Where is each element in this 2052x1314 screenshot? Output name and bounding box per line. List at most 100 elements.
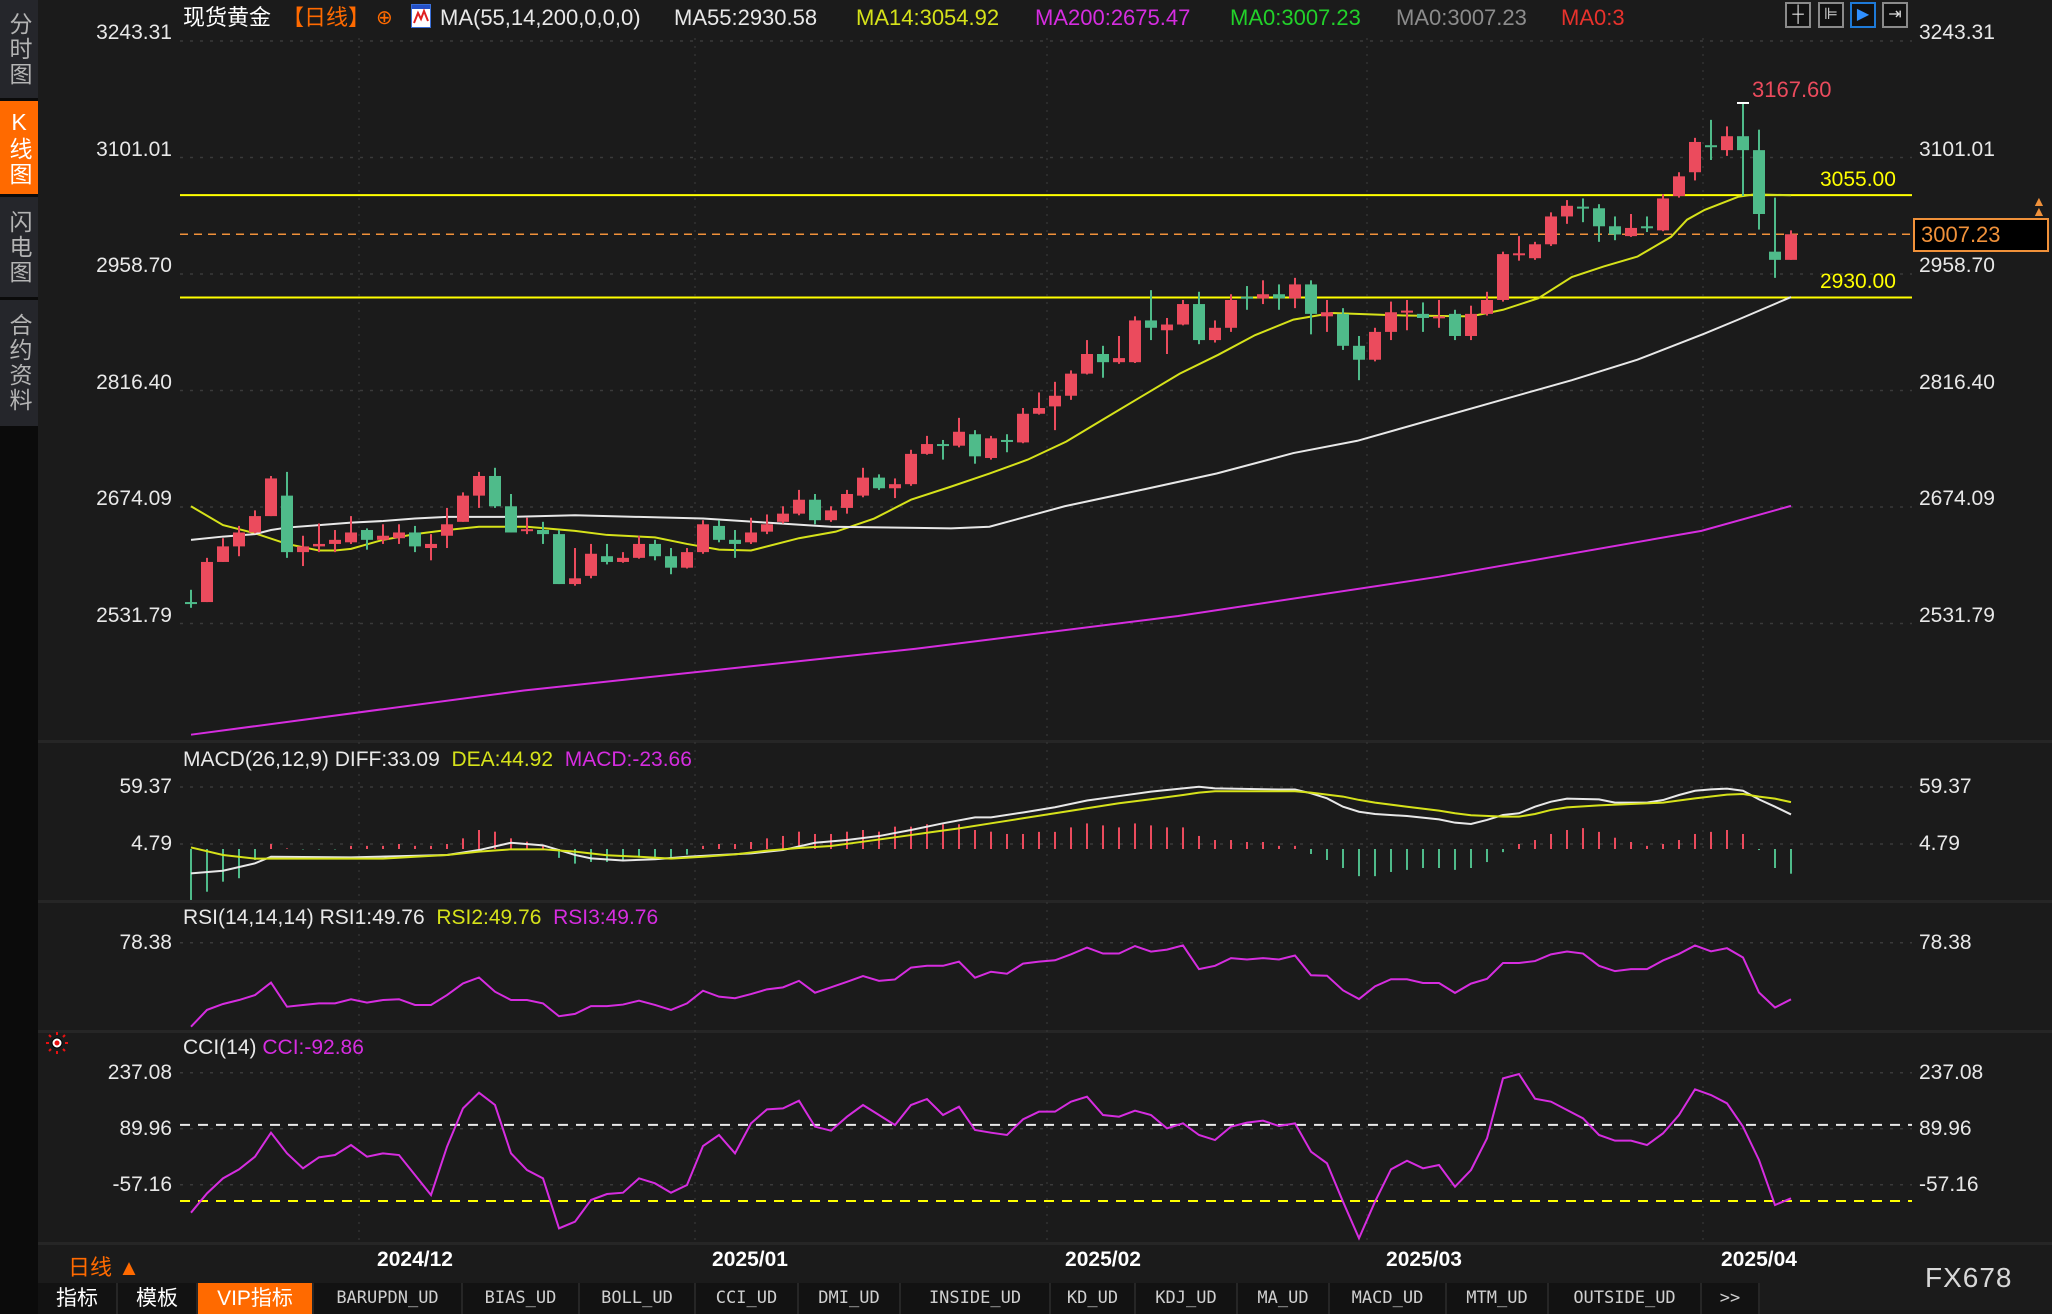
candle-body: [745, 532, 757, 543]
tab-kdj-ud[interactable]: KDJ_UD: [1136, 1283, 1238, 1314]
candle-body: [1017, 413, 1029, 443]
period-toggle[interactable]: 日线 ▲: [68, 1255, 140, 1280]
cci-tick-label: -57.16: [1919, 1172, 1979, 1196]
sidebar-item-kline-chart[interactable]: K线图: [0, 101, 38, 194]
ma14-line: [190, 193, 1792, 552]
tab-dmi-ud[interactable]: DMI_UD: [799, 1283, 901, 1314]
price-tick-label: 3243.31: [1919, 21, 1995, 44]
candle-body: [1513, 253, 1525, 256]
candle-body: [1241, 296, 1253, 299]
cci-value: CCI:-92.86: [262, 1036, 364, 1059]
tab-bias-ud[interactable]: BIAS_UD: [463, 1283, 580, 1314]
candle-body: [921, 444, 933, 454]
tab-barupdn-ud[interactable]: BARUPDN_UD: [314, 1283, 463, 1314]
tab-outside-ud[interactable]: OUTSIDE_UD: [1549, 1283, 1702, 1314]
tab-templates[interactable]: 模板: [118, 1283, 198, 1314]
tab-more-button[interactable]: >>: [1702, 1283, 1760, 1314]
range-select-icon[interactable]: ⊫: [1818, 2, 1844, 28]
candle-body: [937, 444, 949, 447]
ma55-line: [190, 296, 1792, 541]
candle-body: [1577, 206, 1589, 209]
tab-mtm-ud[interactable]: MTM_UD: [1447, 1283, 1549, 1314]
macd-header: MACD(26,12,9) DIFF:33.09 DEA:44.92 MACD:…: [183, 748, 692, 772]
candle-body: [457, 495, 469, 522]
candle-body: [1113, 358, 1125, 363]
candle-body: [1657, 198, 1669, 231]
last-price-box: 3007.23: [1913, 218, 2049, 252]
macd-tick-label: 4.79: [1919, 831, 1960, 855]
candle-body: [1289, 284, 1301, 299]
cci-tick-label: 237.08: [107, 1060, 172, 1084]
rsi-line: [190, 944, 1792, 1028]
candle-body: [1337, 313, 1349, 346]
candle-body: [1209, 327, 1221, 341]
price-tick-label: 3101.01: [1919, 137, 1995, 161]
indicator-chart-icon-glyph: [412, 5, 430, 24]
alert-sun-icon[interactable]: [46, 1032, 68, 1054]
candle-body: [1433, 316, 1445, 319]
rsi2-value: RSI2:49.76: [436, 906, 542, 929]
price-tick-label: 2958.70: [96, 254, 172, 277]
crosshair-icon[interactable]: ┼: [1785, 2, 1811, 28]
candle-body: [1321, 312, 1333, 317]
expand-up-icon[interactable]: ▲ ▲: [2032, 193, 2046, 219]
sidebar-item-contract-info[interactable]: 合约资料: [0, 300, 38, 426]
indicator-chart-icon[interactable]: [411, 4, 431, 28]
instrument-name: 现货黄金: [183, 5, 272, 30]
support-level-label: 2930.00: [1820, 270, 1896, 293]
price-tick-label: 2531.79: [1919, 603, 1995, 627]
candle-body: [1625, 227, 1637, 237]
candle-body: [777, 513, 789, 522]
candle-body: [393, 532, 405, 539]
macd-dea-value: DEA:44.92: [451, 748, 554, 771]
candle-body: [617, 557, 629, 562]
macd-macd-value: MACD:-23.66: [564, 748, 692, 771]
candle-body: [409, 532, 421, 547]
ma14-value: MA14:3054.92: [856, 5, 1000, 30]
candle-body: [1609, 226, 1621, 235]
candle-body: [1385, 312, 1397, 332]
tab-inside-ud[interactable]: INSIDE_UD: [901, 1283, 1051, 1314]
candle-body: [1129, 320, 1141, 363]
candle-body: [953, 431, 965, 446]
period-label[interactable]: 【日线】: [282, 5, 371, 30]
candle-body: [713, 525, 725, 540]
candle-body: [857, 477, 869, 496]
price-tick-label: 2674.09: [1919, 487, 1995, 511]
candle-body: [473, 475, 485, 496]
tab-cci-ud[interactable]: CCI_UD: [696, 1283, 799, 1314]
right-margin-icon[interactable]: ▶: [1850, 2, 1876, 28]
tab-boll-ud[interactable]: BOLL_UD: [580, 1283, 696, 1314]
scroll-end-icon[interactable]: ⇥: [1882, 2, 1908, 28]
tab-kd-ud[interactable]: KD_UD: [1051, 1283, 1136, 1314]
candle-body: [537, 530, 549, 535]
tab-ma-ud[interactable]: MA_UD: [1238, 1283, 1330, 1314]
sidebar-item-flash-chart[interactable]: 闪电图: [0, 197, 38, 297]
candle-body: [489, 475, 501, 507]
tab-vip-indicators[interactable]: VIP指标: [198, 1283, 314, 1314]
candle-body: [1641, 226, 1653, 229]
resistance-level-label: 3055.00: [1820, 168, 1896, 191]
candle-body: [1721, 136, 1733, 151]
left-sidebar: 分时图 K线图 闪电图 合约资料: [0, 0, 38, 1314]
candle-body: [1449, 313, 1461, 336]
candle-body: [1097, 353, 1109, 363]
circle-plus-icon[interactable]: ⊕: [376, 7, 393, 29]
candle-body: [521, 529, 533, 532]
candle-body: [1769, 251, 1781, 260]
candle-body: [1081, 353, 1093, 374]
rsi-tick-label: 78.38: [1919, 930, 1972, 954]
cci-tick-label: 89.96: [119, 1116, 172, 1140]
macd-diff-line: [190, 785, 1792, 875]
sidebar-item-timeshare-chart[interactable]: 分时图: [0, 0, 38, 98]
candle-body: [1369, 331, 1381, 360]
candle-body: [697, 524, 709, 553]
tab-indicators[interactable]: 指标: [38, 1283, 118, 1314]
candle-body: [969, 434, 981, 457]
macd-tick-label: 4.79: [131, 831, 172, 855]
ma200-line: [190, 504, 1792, 736]
price-tick-label: 2958.70: [1919, 254, 1995, 277]
tab-macd-ud[interactable]: MACD_UD: [1330, 1283, 1447, 1314]
candle-body: [1673, 176, 1685, 196]
